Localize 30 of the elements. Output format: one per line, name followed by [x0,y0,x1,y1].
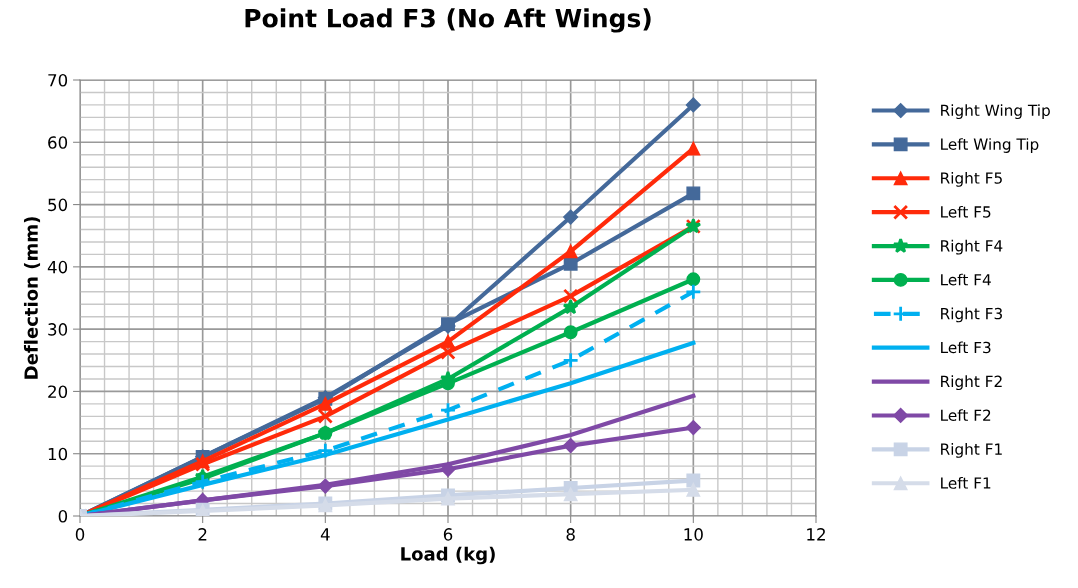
x-tick-label: 4 [320,528,330,541]
y-tick-label: 0 [58,509,68,523]
legend-label: Left F1 [941,476,991,489]
legend-label: Left F5 [941,205,991,218]
legend-label: Left Wing Tip [941,138,1039,153]
y-tick-label: 50 [48,198,68,212]
legend-label: Left F3 [941,341,991,354]
y-tick-label: 10 [48,447,68,461]
y-tick-label: 30 [48,323,68,336]
legend-label: Right Wing Tip [941,104,1050,120]
y-tick-label: 20 [48,385,68,398]
legend-label: Right F3 [941,307,1002,323]
legend-label: Right F2 [941,375,1002,391]
x-tick-label: 10 [684,528,703,541]
x-tick-label: 8 [566,528,575,541]
legend-label: Left F2 [941,409,991,422]
legend-label: Right F5 [941,172,1002,187]
y-axis-title: Deflection (mm) [23,217,41,379]
y-tick-label: 40 [47,260,68,274]
x-tick-label: 0 [75,528,85,541]
y-tick-label: 60 [48,136,68,149]
legend-label: Right F4 [941,239,1003,255]
chart-title: Point Load F3 (No Aft Wings) [245,8,651,33]
x-tick-label: 6 [443,528,453,541]
legend-label: Left F4 [941,273,991,286]
x-tick-label: 2 [198,528,207,541]
legend-label: Right F1 [941,443,1002,458]
y-tick-label: 70 [48,73,68,87]
x-tick-label: 12 [807,528,825,541]
x-axis-title: Load (kg) [401,546,495,565]
